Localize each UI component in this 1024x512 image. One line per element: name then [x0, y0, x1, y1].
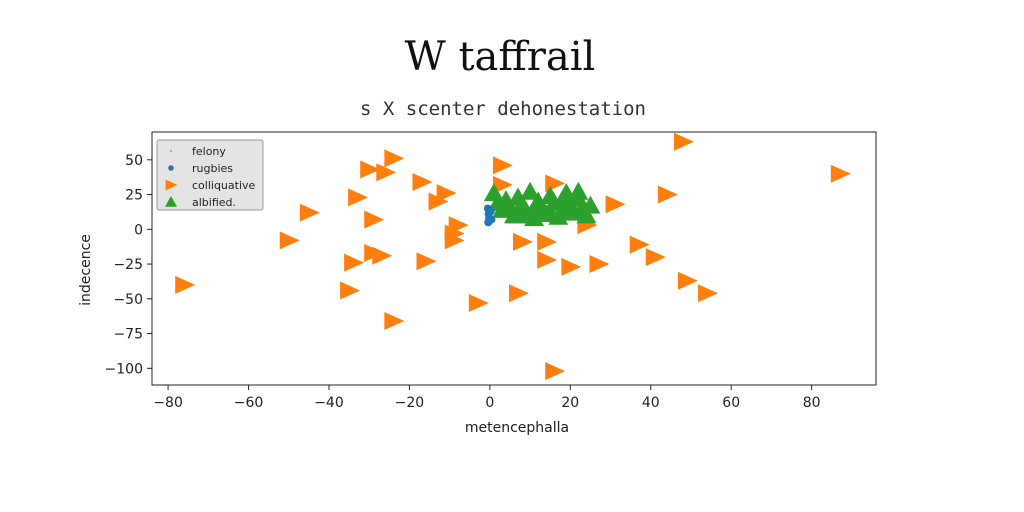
x-tick-label: 0	[485, 395, 494, 411]
point-triangle-right	[364, 243, 385, 262]
x-tick-label: −60	[234, 395, 264, 411]
point-triangle-up	[508, 205, 529, 224]
point-triangle-right	[175, 275, 196, 294]
legend-entry: colliquative	[192, 179, 256, 192]
point-triangle-up	[568, 181, 589, 200]
point-triangle-up	[528, 197, 549, 216]
point-triangle-right	[673, 132, 694, 151]
y-tick-label: −25	[113, 257, 143, 273]
point-triangle-right	[348, 188, 369, 207]
point-triangle-right	[360, 160, 381, 179]
point-triangle-right	[629, 235, 650, 254]
legend: felony rugbies colliquative albified.	[156, 139, 264, 211]
x-tick-label: −40	[314, 395, 344, 411]
y-tick-label: 0	[134, 222, 143, 238]
point-triangle-right	[698, 284, 719, 303]
point-triangle-right	[299, 203, 320, 222]
legend-marker	[165, 196, 177, 207]
point-triangle-up	[560, 201, 581, 220]
plot-area	[151, 131, 877, 386]
point-triangle-right	[589, 255, 610, 274]
point-triangle-right	[513, 232, 534, 251]
legend-entry: felony	[192, 145, 226, 158]
point-triangle-right	[545, 362, 566, 381]
y-tick-label: −100	[105, 361, 143, 377]
point-triangle-right	[436, 184, 457, 203]
y-tick-label: 25	[125, 188, 143, 204]
legend-entry: albified.	[192, 196, 236, 209]
legend-box	[156, 139, 264, 211]
y-axis-ticks: 50 25 0 −25 −50 −75 −100	[105, 153, 152, 377]
point-triangle-right	[645, 248, 666, 267]
point-triangle-up	[576, 205, 597, 224]
point-triangle-right	[468, 293, 489, 312]
x-axis-ticks: −80 −60 −40 −20 0 20 40 60 80	[153, 385, 821, 411]
point-triangle-right	[344, 253, 365, 272]
x-axis-label: metencephalla	[465, 420, 569, 436]
point-triangle-right	[605, 195, 626, 214]
x-tick-label: 40	[642, 395, 660, 411]
x-tick-label: 80	[803, 395, 821, 411]
point-circle	[487, 215, 496, 224]
point-triangle-right	[537, 250, 558, 269]
point-circle	[486, 207, 495, 216]
data-points	[175, 132, 851, 381]
point-triangle-right	[677, 271, 698, 290]
point-triangle-up	[552, 190, 573, 209]
point-triangle-right	[444, 231, 465, 250]
point-triangle-up	[540, 202, 561, 221]
chart-title: W taffrail	[405, 34, 596, 80]
point-triangle-up	[520, 181, 541, 200]
y-tick-label: −50	[113, 292, 143, 308]
y-axis-label: indecence	[78, 234, 94, 306]
legend-marker	[165, 179, 178, 191]
point-triangle-right	[384, 149, 405, 168]
point-triangle-right	[492, 175, 513, 194]
point-triangle-right	[657, 185, 678, 204]
point-triangle-right	[340, 281, 361, 300]
point-triangle-right	[428, 192, 449, 211]
x-tick-label: −20	[395, 395, 425, 411]
legend-marker	[168, 165, 174, 171]
point-triangle-right	[384, 312, 405, 331]
x-tick-label: −80	[153, 395, 183, 411]
y-tick-label: 50	[125, 153, 143, 169]
x-tick-label: 60	[722, 395, 740, 411]
point-triangle-right	[416, 252, 437, 271]
point-triangle-right	[830, 164, 851, 183]
point-triangle-right	[279, 231, 300, 250]
x-tick-label: 20	[561, 395, 579, 411]
point-triangle-right	[561, 257, 582, 276]
point-triangle-right	[537, 232, 558, 251]
point-triangle-up	[580, 195, 601, 214]
point-triangle-right	[412, 173, 433, 192]
point-triangle-right	[509, 284, 530, 303]
point-triangle-right	[492, 156, 513, 175]
legend-entry: rugbies	[192, 162, 233, 175]
legend-marker	[170, 150, 172, 152]
point-triangle-right	[376, 163, 397, 182]
y-tick-label: −75	[113, 327, 143, 343]
chart-subtitle: s X scenter dehonestation	[360, 98, 646, 120]
point-triangle-right	[364, 210, 385, 229]
